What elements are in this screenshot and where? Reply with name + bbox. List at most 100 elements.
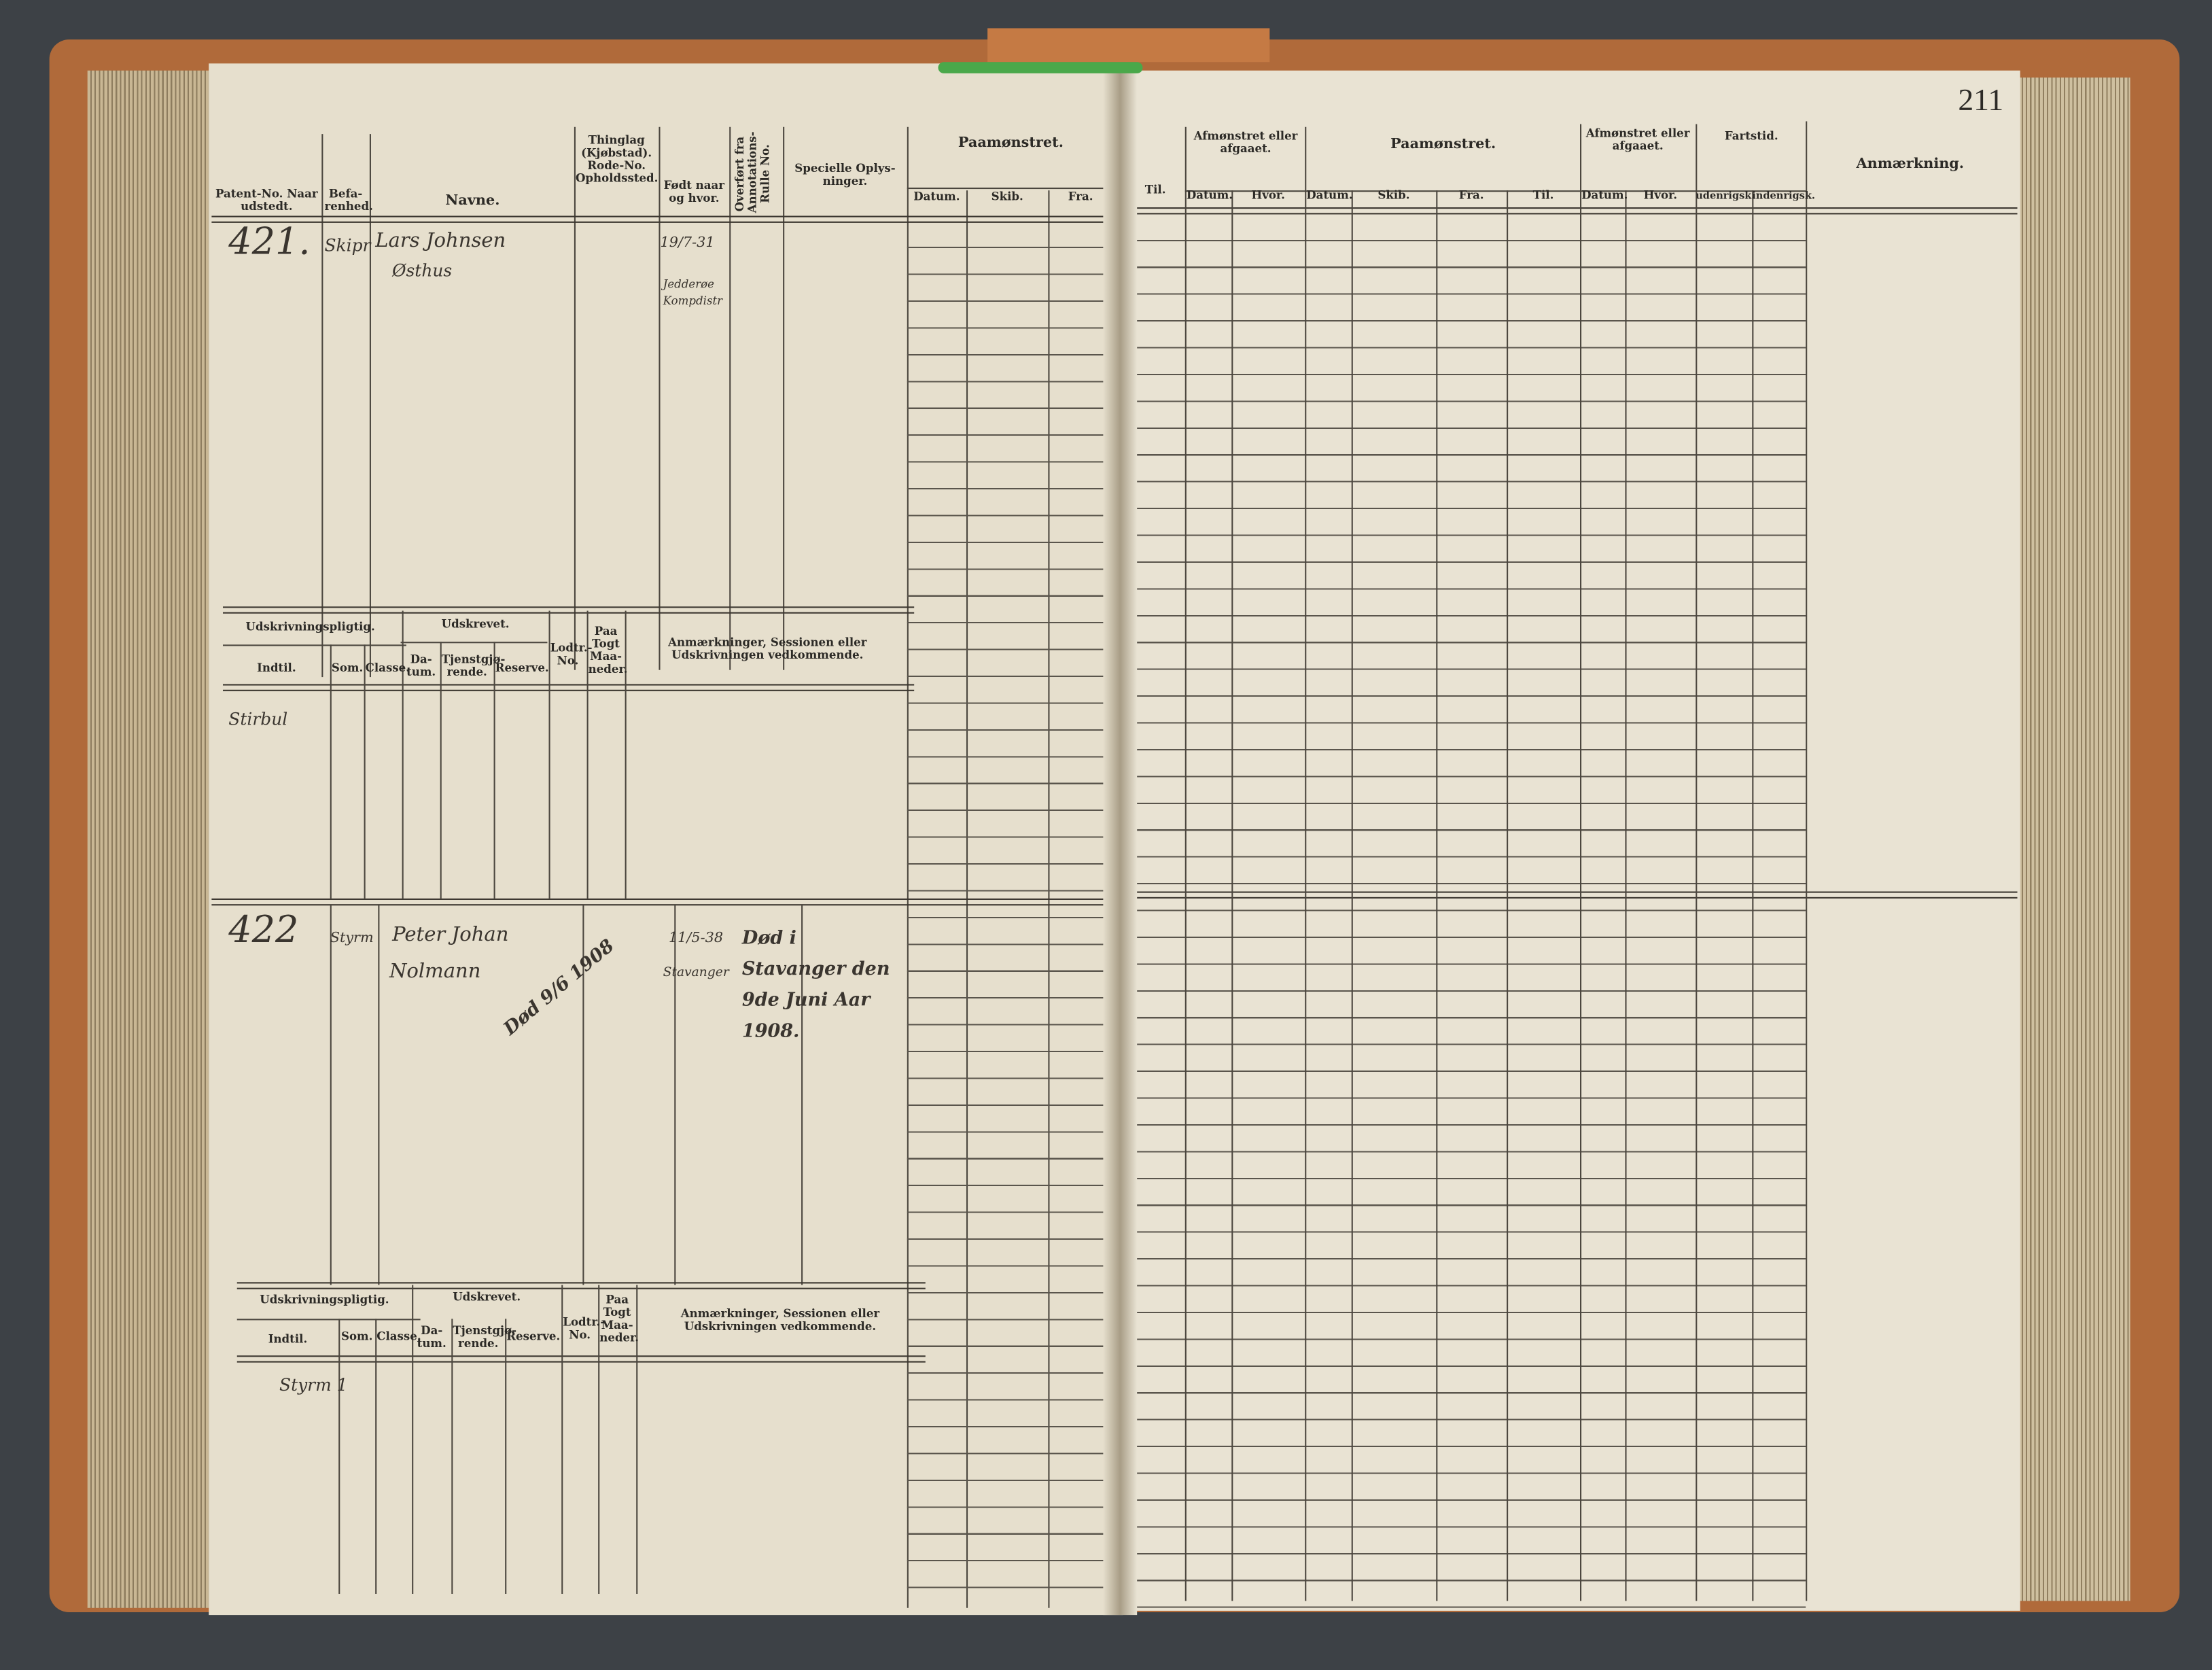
ruled-line <box>1305 126 1307 1601</box>
header-skib: Skib. <box>1377 188 1410 202</box>
ruled-line <box>378 904 380 1285</box>
header-datum: Datum. <box>1581 188 1628 202</box>
ruled-line <box>548 610 550 899</box>
header-til: Til. <box>1532 188 1554 202</box>
entry-born-place: Jedderøe <box>663 277 715 291</box>
ruled-line <box>1806 121 1808 1601</box>
bookmark-ribbon <box>938 62 1143 73</box>
ruled-line <box>369 134 371 678</box>
entry-born-place: Stavanger <box>663 966 729 981</box>
ruled-line <box>636 1285 638 1594</box>
header-afmonstret: Afmønstret eller afgaaet. <box>1585 125 1690 153</box>
sub-header-udskrevet: Udskrevet. <box>453 1289 521 1304</box>
ruled-line <box>907 188 1105 190</box>
header-hvor: Hvor. <box>1251 188 1285 202</box>
sub-header-tjenstgjorende: Tjenstgjø-rende. <box>441 651 506 679</box>
ruled-line <box>1507 190 1509 1601</box>
entry-name: Lars Johnsen <box>375 230 506 253</box>
sub-header-som: Som. <box>331 660 364 674</box>
ruled-line <box>659 126 661 670</box>
ruled-line <box>375 1319 377 1594</box>
header-datum: Datum. <box>1306 188 1353 202</box>
ruled-line <box>801 904 803 1285</box>
ruled-line <box>330 904 332 1285</box>
header-skib: Skib. <box>991 189 1023 203</box>
header-befarenhed: Befa-renhed. <box>324 186 373 213</box>
sub-header-anmaerkninger: Anmærkninger, Sessionen eller Udskrivnin… <box>680 1306 880 1334</box>
sub-header-paa-togt: Paa Togt Maa-neder. <box>599 1291 639 1344</box>
right-page: Til. Afmønstret eller afgaaet. Datum. Hv… <box>1120 70 2020 1611</box>
entry-born: 19/7-31 <box>660 235 715 251</box>
entry-sub-note: Stirbul <box>228 709 288 729</box>
sub-header-udskrevet: Udskrevet. <box>441 616 510 631</box>
header-paamonstret: Paamønstret. <box>1390 137 1496 153</box>
header-navne: Navne. <box>445 193 500 209</box>
ruled-line <box>586 610 589 899</box>
ruled-line <box>211 215 1114 223</box>
entry-sub-note: Styrm 1 <box>279 1375 348 1395</box>
left-page: Patent-No. Naar udstedt. Befa-renhed. Na… <box>209 63 1123 1616</box>
header-udenrigsk: udenrigsk. <box>1696 189 1755 202</box>
ruled-line <box>1752 190 1754 1601</box>
ruled-line <box>1184 190 1806 192</box>
ruled-line <box>1231 190 1233 1601</box>
entry-special-note: Død i Stavanger den 9de Juni Aar 1908. <box>741 928 890 1043</box>
sub-header-datum: Da-tum. <box>406 651 436 679</box>
ruled-line <box>505 1319 507 1594</box>
death-stamp: Død 9/6 1908 <box>499 935 619 1041</box>
ruled-line <box>729 126 731 670</box>
entry-name: Peter Johan <box>392 924 509 947</box>
header-fodt: Født naar og hvor. <box>663 177 725 205</box>
ruled-line <box>783 126 785 670</box>
sub-header-datum: Da-tum. <box>417 1323 446 1350</box>
header-hvor: Hvor. <box>1643 188 1678 202</box>
entry-rank: Styrm <box>330 930 374 947</box>
ruled-line <box>236 1355 926 1363</box>
sub-header-udskrivningspligtig: Udskrivningspligtig. <box>260 1291 389 1306</box>
ruled-line <box>440 642 442 899</box>
ruled-line <box>598 1285 600 1594</box>
ruled-line <box>222 606 915 614</box>
ruled-line <box>321 134 323 678</box>
book-gutter <box>1103 63 1138 1616</box>
ruled-line <box>1696 124 1698 1601</box>
page-edges-left <box>87 70 222 1608</box>
ruled-line <box>330 644 332 899</box>
header-thinglag: Thinglag (Kjøbstad). Rode-No. Opholdsste… <box>575 133 659 185</box>
ruled-line <box>674 904 676 1285</box>
ruled-line <box>1120 207 2018 215</box>
entry-born: 11/5-38 <box>668 930 724 947</box>
sub-header-som: Som. <box>340 1328 373 1343</box>
header-fra: Fra. <box>1458 188 1484 202</box>
ruled-line <box>1436 190 1438 1601</box>
ruled-line <box>1125 214 1806 1611</box>
sub-header-lodtr: Lodtr.-No. <box>563 1315 605 1342</box>
ruled-line <box>625 610 627 899</box>
ruled-line <box>574 126 576 670</box>
ruled-line <box>1580 124 1582 1601</box>
page-number: 211 <box>1958 82 2004 118</box>
header-specielle: Specielle Oplys-ninger. <box>794 160 896 188</box>
sub-header-paa-togt: Paa Togt Maa-neder. <box>588 623 628 676</box>
header-datum: Datum. <box>1186 188 1233 202</box>
header-indenrigsk: indenrigsk. <box>1752 189 1815 202</box>
ruled-line <box>907 221 1112 1604</box>
ruled-line <box>222 644 406 646</box>
ruled-line <box>364 644 366 899</box>
entry-rank: Skipr <box>324 235 371 256</box>
ruled-line <box>402 610 404 899</box>
ruled-line <box>338 1319 340 1594</box>
page-edges-right <box>2010 77 2130 1601</box>
header-datum: Datum. <box>913 189 960 203</box>
ruled-line <box>1184 126 1187 1601</box>
ruled-line <box>222 684 915 691</box>
sub-header-reserve: Reserve. <box>495 660 549 674</box>
ruled-line <box>1625 190 1627 1601</box>
header-til: Til. <box>1144 181 1166 196</box>
ruled-line <box>561 1285 563 1594</box>
entry-number: 421. <box>228 221 311 264</box>
sub-header-udskrivningspligtig: Udskrivningspligtig. <box>245 619 375 633</box>
book-spine <box>987 28 1270 63</box>
ruled-line <box>211 898 1114 906</box>
